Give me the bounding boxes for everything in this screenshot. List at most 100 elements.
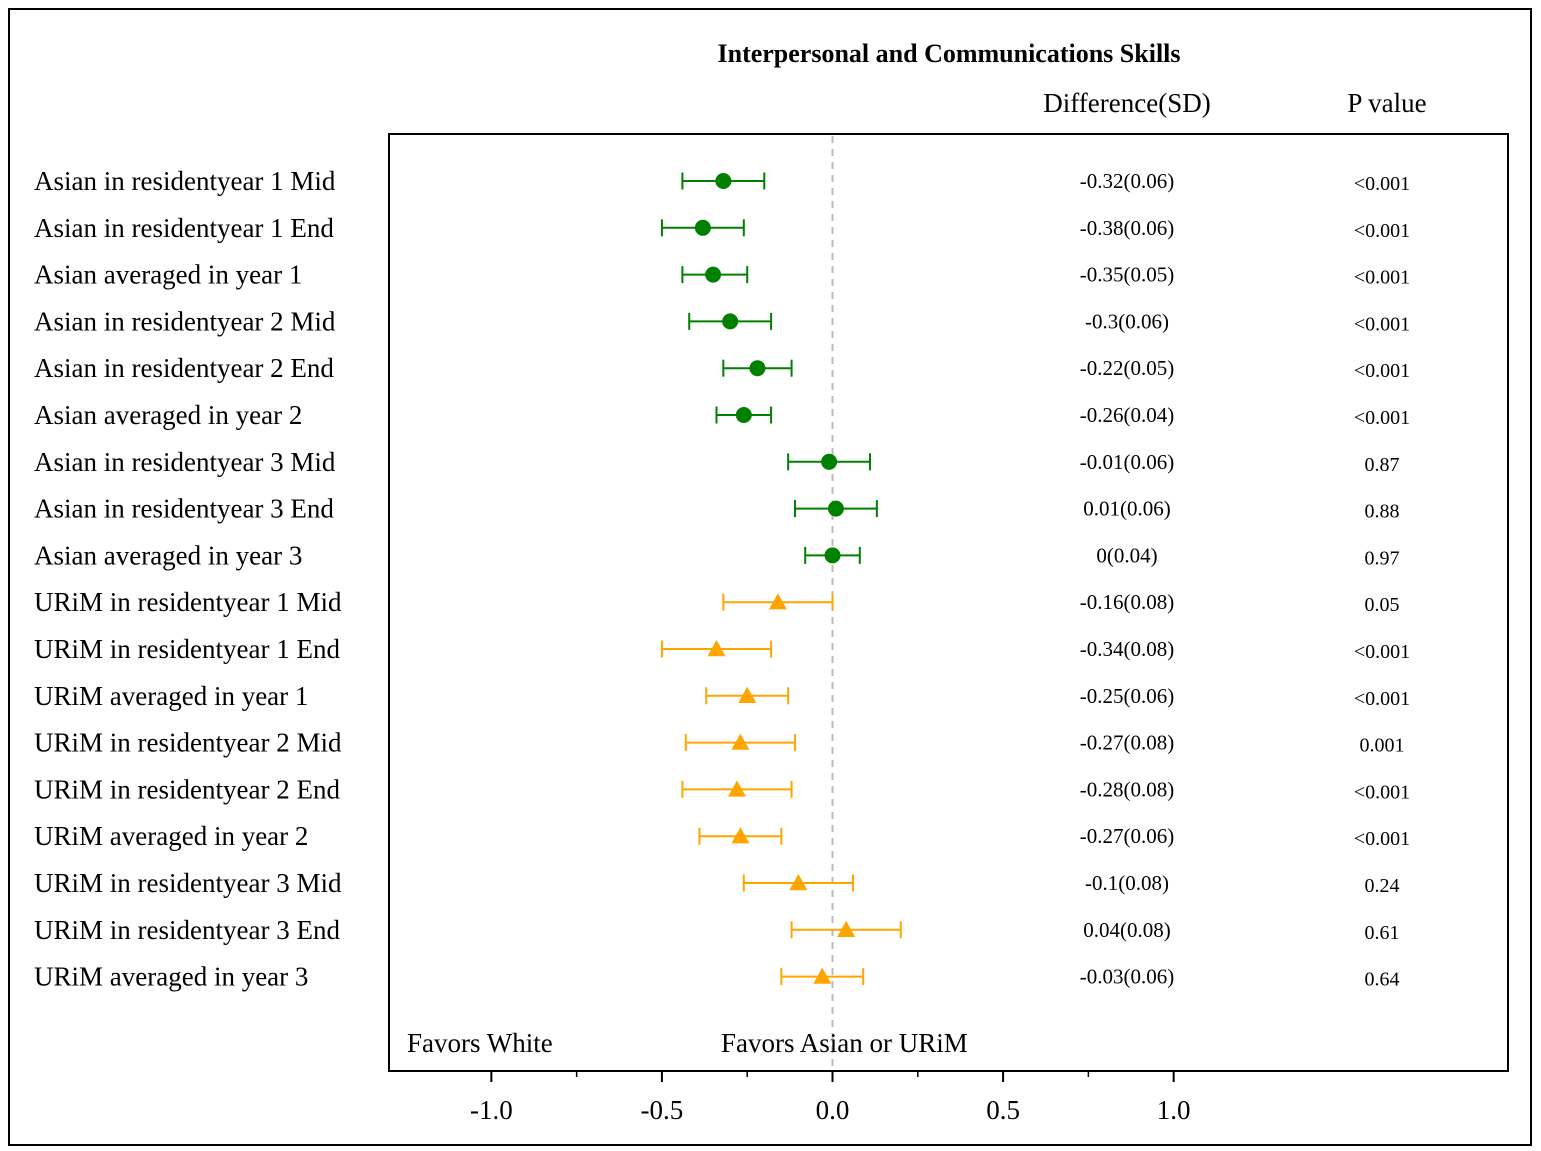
favors-asian-or-urim-label: Favors Asian or URiM (721, 1028, 968, 1058)
x-axis: -1.0 -0.5 0.0 0.5 1.0 (470, 1071, 1191, 1125)
x-tick-label: 0.0 (816, 1095, 850, 1125)
forest-row: URiM averaged in year 3 -0.03(0.06) 0.64 (34, 962, 1400, 992)
x-tick-label: -0.5 (641, 1095, 684, 1125)
estimate-circle-marker (722, 313, 739, 330)
forest-row: Asian averaged in year 1 -0.35(0.05) <0.00… (34, 260, 1410, 290)
row-label: URiM in residentyear 2 End (34, 774, 340, 804)
forest-row: URiM in residentyear 1 End -0.34(0.08) <0.… (34, 634, 1410, 664)
row-label: URiM in residentyear 3 Mid (34, 868, 342, 898)
p-value: 0.001 (1360, 735, 1405, 757)
row-label: URiM averaged in year 3 (34, 962, 308, 992)
estimate-triangle-marker (731, 827, 750, 844)
p-value: <0.001 (1354, 688, 1410, 710)
row-label: Asian in residentyear 3 Mid (34, 447, 336, 477)
p-value: 0.97 (1365, 547, 1400, 569)
forest-plot: Interpersonal and Communications Skills … (34, 39, 1509, 1125)
favors-white-label: Favors White (407, 1028, 553, 1058)
forest-row: Asian in residentyear 3 End 0.01(0.06) 0.8… (34, 494, 1400, 524)
p-value: 0.87 (1365, 454, 1400, 476)
chart-title: Interpersonal and Communications Skills (717, 39, 1180, 68)
p-value: <0.001 (1354, 220, 1410, 242)
difference-value: -0.1(0.08) (1085, 871, 1169, 895)
row-label: URiM in residentyear 2 Mid (34, 728, 342, 758)
difference-value: 0.04(0.08) (1083, 918, 1171, 942)
estimate-circle-marker (705, 266, 722, 283)
difference-value: -0.16(0.08) (1080, 590, 1174, 614)
forest-row: URiM in residentyear 3 Mid -0.1(0.08) 0.24 (34, 868, 1400, 898)
estimate-triangle-marker (738, 686, 757, 703)
p-value: <0.001 (1354, 828, 1410, 850)
plot-frame (388, 133, 1509, 1072)
estimate-circle-marker (715, 173, 732, 189)
estimate-circle-marker (821, 453, 838, 470)
row-label: URiM in residentyear 3 End (34, 915, 340, 945)
estimate-circle-marker (694, 219, 711, 236)
forest-row: Asian in residentyear 1 End -0.38(0.06) <0… (34, 213, 1410, 243)
forest-row: URiM in residentyear 1 Mid -0.16(0.08) 0.0… (34, 587, 1400, 617)
p-value: 0.05 (1365, 594, 1400, 616)
row-label: Asian in residentyear 2 Mid (34, 306, 336, 336)
x-tick-label: -1.0 (470, 1095, 513, 1125)
estimate-circle-marker (827, 500, 844, 517)
row-label: Asian in residentyear 2 End (34, 353, 334, 383)
difference-value: -0.22(0.05) (1080, 356, 1174, 380)
p-value: <0.001 (1354, 173, 1410, 195)
row-label: Asian averaged in year 2 (34, 400, 302, 430)
row-label: URiM averaged in year 2 (34, 821, 308, 851)
difference-value: -0.27(0.06) (1080, 824, 1174, 848)
estimate-triangle-marker (727, 780, 746, 797)
forest-row: URiM in residentyear 3 End 0.04(0.08) 0.61 (34, 915, 1400, 945)
x-tick-label: 1.0 (1157, 1095, 1191, 1125)
estimate-circle-marker (735, 407, 752, 423)
difference-value: -0.25(0.06) (1080, 684, 1174, 708)
estimate-triangle-marker (768, 593, 787, 610)
estimate-triangle-marker (789, 874, 808, 891)
difference-value: -0.26(0.04) (1080, 403, 1174, 427)
p-value: <0.001 (1354, 641, 1410, 663)
difference-value: -0.01(0.06) (1080, 450, 1174, 474)
difference-value: -0.32(0.06) (1080, 169, 1174, 193)
estimate-circle-marker (824, 547, 841, 564)
pvalue-column-header: P value (1347, 88, 1426, 118)
forest-row: Asian in residentyear 1 Mid -0.32(0.06) <0… (34, 166, 1410, 196)
row-label: URiM in residentyear 1 End (34, 634, 340, 664)
row-label: URiM averaged in year 1 (34, 681, 308, 711)
row-label: URiM in residentyear 1 Mid (34, 587, 342, 617)
p-value: <0.001 (1354, 360, 1410, 382)
p-value: 0.61 (1365, 922, 1400, 944)
forest-row: Asian in residentyear 3 Mid -0.01(0.06) 0.… (34, 447, 1400, 477)
p-value: <0.001 (1354, 407, 1410, 429)
forest-row: URiM averaged in year 1 -0.25(0.06) <0.001 (34, 681, 1410, 711)
difference-value: -0.27(0.08) (1080, 731, 1174, 755)
forest-row: Asian averaged in year 3 0(0.04) 0.97 (34, 540, 1400, 570)
p-value: <0.001 (1354, 313, 1410, 335)
difference-column-header: Difference(SD) (1043, 88, 1210, 118)
forest-row: Asian in residentyear 2 Mid -0.3(0.06) <0.… (34, 306, 1410, 336)
x-tick-label: 0.5 (986, 1095, 1020, 1125)
estimate-triangle-marker (707, 640, 726, 657)
difference-value: -0.38(0.06) (1080, 216, 1174, 240)
forest-plot-figure: Interpersonal and Communications Skills … (8, 8, 1532, 1146)
difference-value: -0.35(0.05) (1080, 263, 1174, 287)
row-label: Asian in residentyear 1 End (34, 213, 334, 243)
forest-rows: Asian in residentyear 1 Mid -0.32(0.06) <0… (34, 166, 1410, 992)
p-value: <0.001 (1354, 781, 1410, 803)
estimate-triangle-marker (813, 967, 832, 984)
p-value: <0.001 (1354, 267, 1410, 289)
row-label: Asian in residentyear 1 Mid (34, 166, 336, 196)
estimate-circle-marker (749, 360, 766, 377)
difference-value: -0.03(0.06) (1080, 965, 1174, 989)
p-value: 0.88 (1365, 501, 1400, 523)
row-label: Asian averaged in year 3 (34, 540, 302, 570)
forest-row: URiM in residentyear 2 End -0.28(0.08) <0.… (34, 774, 1410, 804)
forest-row: Asian averaged in year 2 -0.26(0.04) <0.00… (34, 400, 1410, 430)
row-label: Asian in residentyear 3 End (34, 494, 334, 524)
forest-row: Asian in residentyear 2 End -0.22(0.05) <0… (34, 353, 1410, 383)
estimate-triangle-marker (731, 733, 750, 750)
difference-value: 0.01(0.06) (1083, 497, 1171, 521)
p-value: 0.24 (1365, 875, 1400, 897)
estimate-triangle-marker (837, 920, 856, 937)
forest-row: URiM averaged in year 2 -0.27(0.06) <0.001 (34, 821, 1410, 851)
p-value: 0.64 (1365, 969, 1400, 991)
row-label: Asian averaged in year 1 (34, 260, 302, 290)
